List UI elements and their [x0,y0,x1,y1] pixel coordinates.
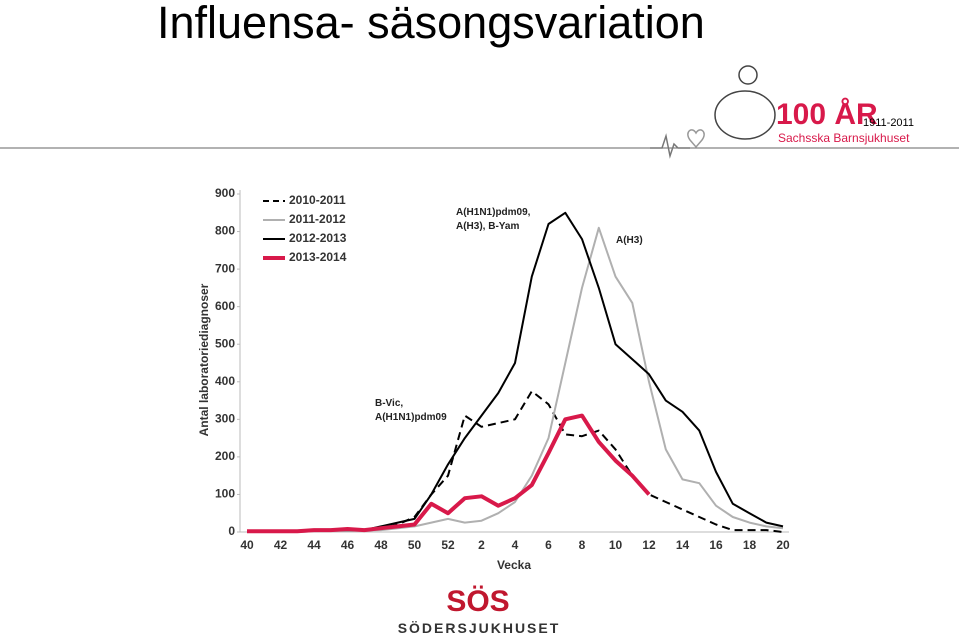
series-line [247,390,784,533]
x-tick-label: 48 [374,538,388,552]
series-line [247,413,651,534]
x-tick-label: 8 [579,538,586,552]
x-tick-label: 2 [478,538,485,552]
y-tick-label: 700 [215,261,235,275]
x-tick-label: 4 [512,538,519,552]
y-tick-label: 500 [215,336,235,350]
sos-logo-name: SÖDERSJUKHUSET [398,620,561,636]
legend-label: 2013-2014 [289,250,347,264]
x-tick-label: 12 [642,538,656,552]
y-tick-label: 0 [228,524,235,538]
child-logo [738,65,758,85]
x-tick-label: 6 [545,538,552,552]
slide-title: Influensa- säsongsvariation [157,0,705,48]
annotation: A(H1N1)pdm09, [456,207,531,218]
y-tick-label: 600 [215,299,235,313]
x-tick-label: 18 [743,538,757,552]
y-tick-label: 800 [215,224,235,238]
legend-label: 2011-2012 [289,212,346,226]
sos-logo-box [446,586,510,614]
y-tick-label: 900 [215,186,235,200]
series-line [247,226,784,533]
logo-name: Sachsska Barnsjukhuset [778,131,910,145]
sos-logo-mark: SÖS [446,585,509,618]
y-tick-label: 300 [215,412,235,426]
x-tick-label: 20 [776,538,790,552]
y-tick-label: 200 [215,449,235,463]
x-tick-label: 50 [408,538,422,552]
x-tick-label: 46 [341,538,355,552]
logo-mark: 100 ÅR [776,98,878,131]
x-tick-label: 16 [709,538,723,552]
bear-logo [714,90,776,140]
legend-label: 2010-2011 [289,193,346,207]
legend-label: 2012-2013 [289,231,347,245]
x-tick-label: 40 [240,538,254,552]
annotation: A(H1N1)pdm09 [375,412,447,423]
y-tick-label: 100 [215,487,235,501]
logo-years: 1911-2011 [863,117,914,129]
y-tick-label: 400 [215,374,235,388]
heart-icon [687,129,705,149]
x-tick-label: 14 [676,538,690,552]
heartbeat-icon [650,133,690,159]
x-axis-label: Vecka [497,558,531,572]
annotation: A(H3) [616,235,643,246]
y-axis-label: Antal laboratoriediagnoser [197,283,211,436]
x-tick-label: 44 [307,538,321,552]
x-tick-label: 10 [609,538,623,552]
x-tick-label: 52 [441,538,455,552]
annotation: B-Vic, [375,398,403,409]
annotation: A(H3), B-Yam [456,221,519,232]
x-tick-label: 42 [274,538,288,552]
